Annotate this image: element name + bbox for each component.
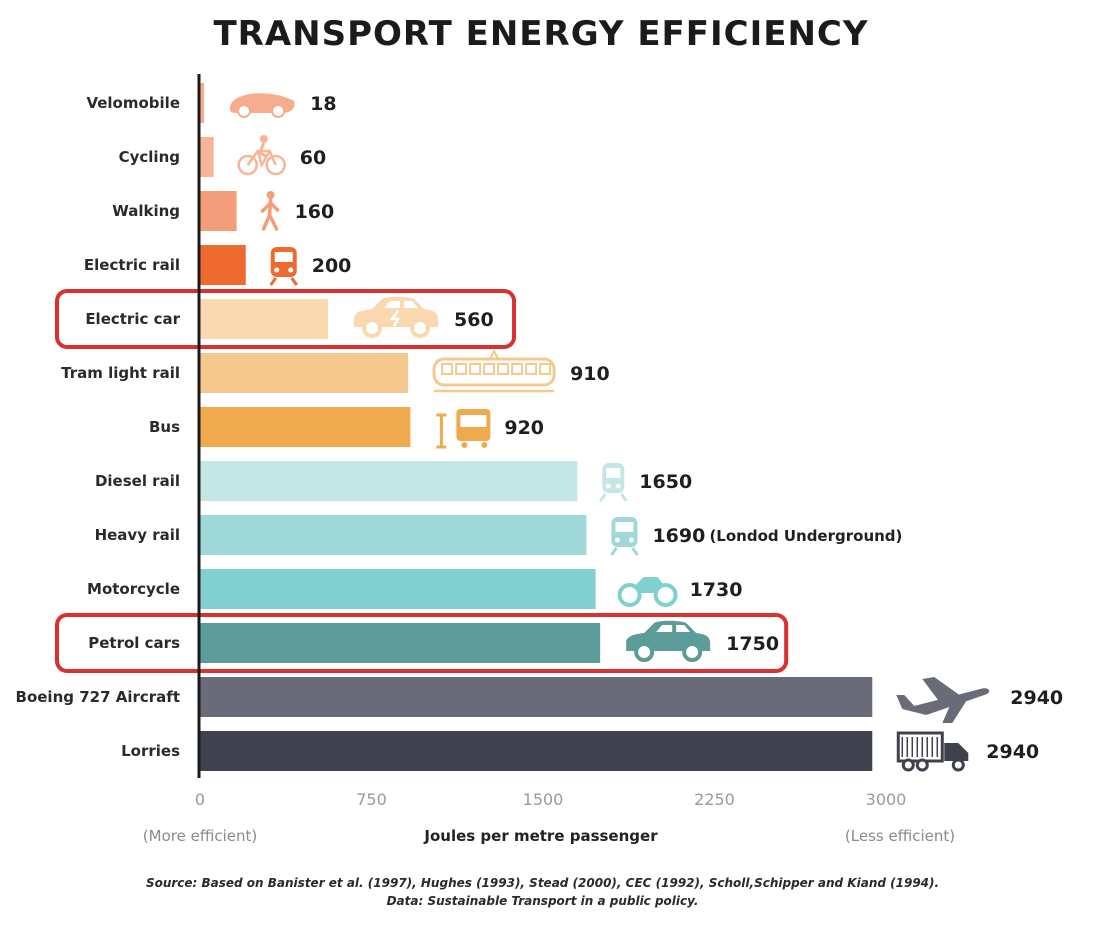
x-axis-left-note: (More efficient) (143, 827, 257, 845)
bar (200, 299, 329, 339)
category-label: Motorcycle (87, 580, 180, 598)
value-label: 1690 (652, 525, 705, 547)
x-tick-label: 2250 (694, 790, 735, 809)
value-label: 2940 (1010, 687, 1063, 709)
bar (200, 353, 409, 393)
category-label: Cycling (119, 148, 180, 166)
value-label: 560 (454, 309, 494, 331)
value-label: 200 (312, 255, 352, 277)
pedestrian-icon (260, 191, 280, 231)
category-label: Heavy rail (95, 526, 180, 544)
source-note: Source: Based on Banister et al. (1997),… (0, 874, 1085, 910)
value-label: 18 (310, 93, 336, 115)
bar (200, 515, 587, 555)
tram-icon (432, 348, 556, 393)
bar (200, 569, 596, 609)
value-label: 2940 (986, 741, 1039, 763)
electric-car-icon (354, 296, 439, 338)
category-label: Diesel rail (95, 472, 180, 490)
x-tick-label: 1500 (523, 790, 564, 809)
x-tick-label: 0 (195, 790, 205, 809)
category-label: Velomobile (86, 94, 180, 112)
bar (200, 407, 411, 447)
bars (200, 83, 873, 771)
motorcycle-icon (617, 577, 678, 607)
highlight-box (55, 289, 517, 349)
category-label: Electric rail (84, 256, 180, 274)
bus-icon (436, 409, 491, 449)
bar (200, 461, 578, 501)
x-tick-labels: 0 750 1500 2250 3000 (195, 790, 906, 809)
category-label: Petrol cars (88, 634, 180, 652)
velomobile-icon (229, 93, 295, 118)
bar (200, 245, 246, 285)
chart-title: TRANSPORT ENERGY EFFICIENCY (213, 14, 869, 54)
value-label: 160 (295, 201, 335, 223)
value-labels: 18 60 160 200 560 910 920 1650 1690 (Londod Under… (295, 93, 1064, 763)
bar-chart: Velomobile Cycling Walking Electric rail Ele… (16, 74, 1064, 845)
category-label: Electric car (85, 310, 180, 328)
value-note: (Londod Underground) (709, 527, 902, 545)
bar (200, 623, 601, 663)
car-icon (626, 620, 711, 662)
bicycle-icon (237, 135, 286, 176)
lorry-icon (896, 731, 969, 772)
x-tick-label: 3000 (866, 790, 907, 809)
source-line: Source: Based on Banister et al. (1997),… (145, 876, 940, 890)
bar (200, 137, 214, 177)
category-label: Bus (149, 418, 180, 436)
highlight-box (55, 613, 789, 673)
airplane-icon (896, 677, 990, 723)
category-label: Tram light rail (61, 364, 180, 382)
x-axis-title: Joules per metre passenger (423, 827, 658, 845)
diesel-train-icon (599, 463, 628, 502)
category-label: Boeing 727 Aircraft (16, 688, 180, 706)
x-axis-right-note: (Less efficient) (845, 827, 955, 845)
value-label: 60 (300, 147, 326, 169)
value-label: 1650 (639, 471, 692, 493)
highlight-boxes (55, 289, 789, 673)
value-label: 910 (570, 363, 610, 385)
value-label: 1750 (726, 633, 779, 655)
value-label: 920 (504, 417, 544, 439)
category-label: Lorries (121, 742, 180, 760)
bar-icons (229, 93, 990, 772)
metro-train-icon (610, 517, 639, 556)
bar (200, 731, 873, 771)
category-labels: Velomobile Cycling Walking Electric rail Ele… (16, 94, 181, 760)
bar (200, 83, 205, 123)
bar (200, 191, 237, 231)
category-label: Walking (112, 202, 180, 220)
train-icon (269, 247, 298, 286)
x-tick-label: 750 (356, 790, 387, 809)
value-label: 1730 (690, 579, 743, 601)
bar (200, 677, 873, 717)
data-line: Data: Sustainable Transport in a public … (386, 894, 699, 908)
